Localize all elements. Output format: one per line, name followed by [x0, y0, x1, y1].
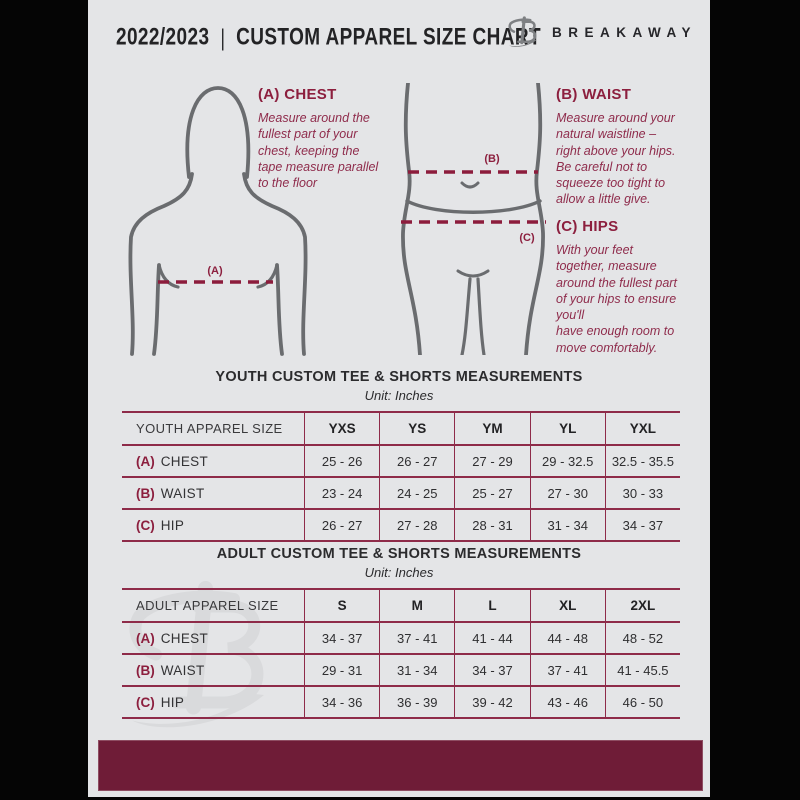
table-cell: 41 - 44	[454, 621, 530, 653]
table-cell: 26 - 27	[379, 444, 455, 476]
table-cell: 31 - 34	[529, 508, 605, 542]
row-key: (B)	[136, 662, 155, 678]
adult-table-header-label: ADULT APPAREL SIZE	[136, 598, 279, 613]
adult-section-title: ADULT CUSTOM TEE & SHORTS MEASUREMENTS	[216, 546, 582, 562]
table-cell: 34 - 37	[604, 508, 680, 542]
table-row-label: (B) WAIST	[122, 653, 304, 685]
table-cell: 48 - 52	[604, 621, 680, 653]
adult-section-unit: Unit: Inches	[364, 565, 434, 580]
row-label: HIP	[160, 517, 185, 533]
chest-figure-illustration: (A)	[128, 86, 308, 356]
waist-guide-body: Measure around your natural waistline – …	[556, 111, 676, 207]
table-header-cell: M	[379, 588, 455, 621]
table-cell: 39 - 42	[454, 685, 530, 719]
table-cell: 44 - 48	[529, 621, 605, 653]
figure-label-b: (B)	[484, 153, 500, 165]
table-cell: 28 - 31	[454, 508, 530, 542]
table-cell: 46 - 50	[604, 685, 680, 719]
table-header-cell: S	[304, 588, 380, 621]
table-cell: 43 - 46	[529, 685, 605, 719]
chest-guide: (A) CHEST Measure around the fullest par…	[258, 86, 408, 191]
table-row-label: (C) HIP	[122, 685, 304, 719]
row-key: (A)	[136, 630, 155, 646]
youth-table-header-label: YOUTH APPAREL SIZE	[136, 421, 283, 436]
row-label: WAIST	[160, 662, 205, 678]
hips-guide: (C) HIPS With your feet together, measur…	[556, 218, 714, 356]
figure-label-c: (C)	[519, 232, 535, 244]
table-row-label: (C) HIP	[122, 508, 304, 542]
chest-guide-title: (A) CHEST	[258, 86, 337, 103]
breakaway-logo-icon	[504, 13, 544, 51]
hips-guide-title: (C) HIPS	[556, 218, 619, 235]
table-row-label: (A) CHEST	[122, 621, 304, 653]
table-header-cell: YOUTH APPAREL SIZE	[122, 411, 304, 444]
masthead: 2022/2023 | CUSTOM APPAREL SIZE CHART	[116, 22, 541, 54]
table-header-cell: YXS	[304, 411, 380, 444]
waist-guide: (B) WAIST Measure around your natural wa…	[556, 86, 706, 208]
masthead-divider: |	[220, 24, 226, 51]
waist-guide-title: (B) WAIST	[556, 86, 632, 103]
table-cell: 25 - 27	[454, 476, 530, 508]
figure-label-a: (A)	[207, 265, 223, 277]
table-header-cell: YL	[529, 411, 605, 444]
row-label: WAIST	[160, 485, 205, 501]
row-label: CHEST	[160, 453, 209, 469]
table-cell: 27 - 29	[454, 444, 530, 476]
youth-size-table: YOUTH APPAREL SIZE YXS YS YM YL YXL (A) …	[122, 411, 680, 542]
table-cell: 34 - 37	[304, 621, 380, 653]
table-row-label: (B) WAIST	[122, 476, 304, 508]
table-header-cell: 2XL	[604, 588, 680, 621]
waist-hips-figure-illustration: (B) (C)	[401, 83, 546, 355]
table-cell: 37 - 41	[379, 621, 455, 653]
table-cell: 41 - 45.5	[604, 653, 680, 685]
table-cell: 36 - 39	[379, 685, 455, 719]
youth-section-title: YOUTH CUSTOM TEE & SHORTS MEASUREMENTS	[215, 369, 583, 385]
table-cell: 32.5 - 35.5	[604, 444, 680, 476]
season-label: 2022/2023	[116, 23, 210, 51]
brand-name: BREAKAWAY	[552, 24, 698, 40]
table-cell: 23 - 24	[304, 476, 380, 508]
document-title: CUSTOM APPAREL SIZE CHART	[236, 23, 541, 51]
table-cell: 26 - 27	[304, 508, 380, 542]
size-chart-page: 2022/2023 | CUSTOM APPAREL SIZE CHART BR…	[88, 0, 710, 797]
table-header-cell: YM	[454, 411, 530, 444]
youth-section-unit: Unit: Inches	[364, 388, 434, 403]
row-key: (A)	[136, 453, 155, 469]
table-cell: 25 - 26	[304, 444, 380, 476]
table-cell: 27 - 28	[379, 508, 455, 542]
table-cell: 29 - 31	[304, 653, 380, 685]
table-cell: 27 - 30	[529, 476, 605, 508]
brand-block: BREAKAWAY	[504, 13, 697, 51]
table-header-cell: YS	[379, 411, 455, 444]
row-key: (C)	[136, 517, 155, 533]
row-label: CHEST	[160, 630, 209, 646]
table-header-cell: YXL	[604, 411, 680, 444]
chest-guide-body: Measure around the fullest part of your …	[258, 111, 379, 190]
table-cell: 34 - 37	[454, 653, 530, 685]
table-cell: 34 - 36	[304, 685, 380, 719]
adult-size-table: ADULT APPAREL SIZE S M L XL 2XL (A) CHES…	[122, 588, 680, 719]
table-cell: 29 - 32.5	[529, 444, 605, 476]
table-header-cell: XL	[529, 588, 605, 621]
footer-accent-bar	[98, 740, 703, 791]
hips-guide-body: With your feet together, measure around …	[556, 243, 677, 355]
table-cell: 37 - 41	[529, 653, 605, 685]
row-key: (C)	[136, 694, 155, 710]
table-cell: 30 - 33	[604, 476, 680, 508]
row-label: HIP	[160, 694, 185, 710]
row-key: (B)	[136, 485, 155, 501]
table-row-label: (A) CHEST	[122, 444, 304, 476]
table-cell: 24 - 25	[379, 476, 455, 508]
table-header-cell: ADULT APPAREL SIZE	[122, 588, 304, 621]
table-cell: 31 - 34	[379, 653, 455, 685]
table-header-cell: L	[454, 588, 530, 621]
